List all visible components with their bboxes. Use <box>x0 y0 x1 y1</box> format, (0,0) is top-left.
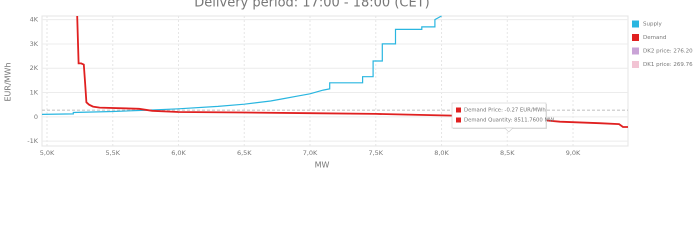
legend-swatch <box>632 61 639 68</box>
chart: Delivery period: 17:00 - 18:00 (CET) MW … <box>4 0 694 170</box>
series-line <box>41 15 442 115</box>
y-tick-label: 4K <box>30 16 39 24</box>
y-axis-label: EUR/MWh <box>4 62 13 101</box>
legend-label: DK2 price: 276.20 <box>643 49 693 55</box>
legend-label: DK1 price: 269.76 <box>643 62 693 68</box>
x-axis-label: MW <box>315 161 330 170</box>
x-tick-label: 7,5K <box>368 149 383 157</box>
x-tick-label: 7,0K <box>303 149 318 157</box>
chart-title: Delivery period: 17:00 - 18:00 (CET) <box>194 0 429 11</box>
legend-swatch <box>632 34 639 41</box>
y-tick-label: -1K <box>27 137 38 145</box>
tooltip-box <box>451 102 547 129</box>
y-tick-label: 3K <box>30 40 39 48</box>
x-tick-label: 9,0K <box>566 149 581 157</box>
x-tick-label: 5,0K <box>40 149 55 157</box>
legend-label: Supply <box>643 22 662 28</box>
y-tick-label: 2K <box>30 64 39 72</box>
series-line <box>76 15 628 128</box>
tooltip-pointer <box>504 127 514 133</box>
tooltip-text: Demand Quantity: 8511.7600 MW <box>464 118 555 124</box>
tooltip-text: Demand Price: -0.27 EUR/MWh <box>464 108 546 114</box>
x-tick-label: 6,0K <box>171 149 186 157</box>
y-tick-label: 1K <box>30 89 39 97</box>
legend-label: Demand <box>643 35 666 41</box>
x-tick-label: 8,0K <box>434 149 449 157</box>
tooltip-swatch <box>456 117 461 123</box>
x-tick-label: 6,5K <box>237 149 252 157</box>
x-tick-label: 8,5K <box>500 149 515 157</box>
legend-swatch <box>632 20 639 28</box>
x-tick-label: 5,5K <box>105 149 120 157</box>
tooltip-swatch <box>456 107 461 113</box>
y-tick-label: 0 <box>34 113 38 121</box>
legend-swatch <box>632 47 639 55</box>
